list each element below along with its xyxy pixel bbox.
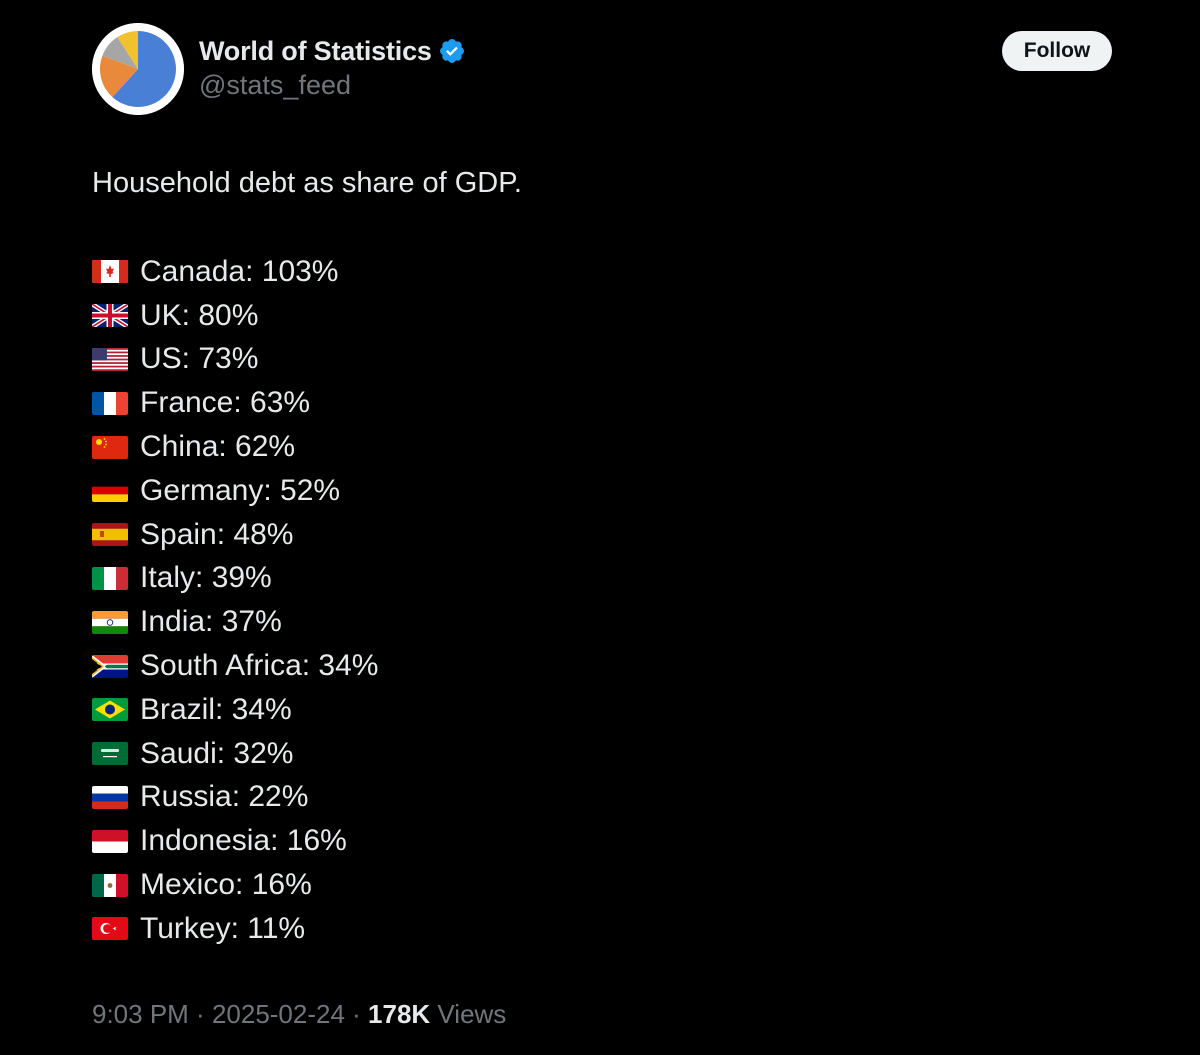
list-item: US: 73%: [92, 338, 378, 382]
meta-separator: ·: [188, 999, 212, 1029]
entry-text: Spain: 48%: [140, 517, 294, 551]
mexico-flag-icon: [92, 873, 128, 897]
list-item: China: 62%: [92, 425, 378, 469]
follow-button[interactable]: Follow: [1002, 31, 1112, 71]
views-count: 178K: [368, 999, 431, 1029]
list-item: Italy: 39%: [92, 557, 378, 601]
list-item: Russia: 22%: [92, 776, 378, 820]
entry-text: Germany: 52%: [140, 473, 341, 507]
entry-text: India: 37%: [140, 605, 282, 639]
author-display-name[interactable]: World of Statistics: [199, 35, 432, 66]
entry-text: UK: 80%: [140, 298, 259, 332]
brazil-flag-icon: [92, 698, 128, 722]
spain-flag-icon: [92, 523, 128, 547]
list-item: Indonesia: 16%: [92, 819, 378, 863]
author-name-row: World of Statistics: [199, 31, 466, 71]
canada-flag-icon: [92, 260, 128, 284]
entry-text: Indonesia: 16%: [140, 824, 347, 858]
china-flag-icon: [92, 435, 128, 459]
pie-chart-logo-icon: [92, 23, 184, 115]
south-africa-flag-icon: [92, 654, 128, 678]
list-item: Canada: 103%: [92, 250, 378, 294]
post-time[interactable]: 9:03 PM: [92, 999, 189, 1029]
entry-text: Saudi: 32%: [140, 736, 294, 770]
turkey-flag-icon: [92, 917, 128, 941]
entry-text: Russia: 22%: [140, 780, 309, 814]
list-item: India: 37%: [92, 600, 378, 644]
post-date[interactable]: 2025-02-24: [211, 999, 345, 1029]
post-meta: 9:03 PM · 2025-02-24 · 178K Views: [92, 999, 506, 1030]
indonesia-flag-icon: [92, 829, 128, 853]
entry-text: Italy: 39%: [140, 561, 272, 595]
entry-text: Canada: 103%: [140, 254, 339, 288]
list-item: France: 63%: [92, 381, 378, 425]
entry-text: France: 63%: [140, 386, 311, 420]
meta-separator: ·: [344, 999, 369, 1029]
entry-text: China: 62%: [140, 430, 296, 464]
italy-flag-icon: [92, 566, 128, 590]
list-item: Saudi: 32%: [92, 732, 378, 776]
entry-text: Mexico: 16%: [140, 868, 312, 902]
list-item: Mexico: 16%: [92, 863, 378, 907]
entry-text: Brazil: 34%: [140, 692, 292, 726]
list-item: South Africa: 34%: [92, 644, 378, 688]
germany-flag-icon: [92, 479, 128, 503]
entry-text: Turkey: 11%: [140, 911, 306, 945]
list-item: UK: 80%: [92, 294, 378, 338]
france-flag-icon: [92, 391, 128, 415]
list-item: Spain: 48%: [92, 513, 378, 557]
list-item: Brazil: 34%: [92, 688, 378, 732]
russia-flag-icon: [92, 785, 128, 809]
list-item: Turkey: 11%: [92, 907, 378, 951]
debt-list: Canada: 103% UK: 80% US: 73% France: 63%…: [92, 250, 378, 951]
views-label: Views: [430, 999, 507, 1029]
verified-badge-icon: [438, 37, 466, 65]
uk-flag-icon: [92, 304, 128, 328]
saudi-flag-icon: [92, 742, 128, 766]
entry-text: US: 73%: [140, 342, 259, 376]
author-handle[interactable]: @stats_feed: [199, 70, 351, 100]
list-item: Germany: 52%: [92, 469, 378, 513]
india-flag-icon: [92, 610, 128, 634]
avatar[interactable]: [92, 23, 184, 115]
entry-text: South Africa: 34%: [140, 649, 379, 683]
us-flag-icon: [92, 347, 128, 371]
post-title: Household debt as share of GDP.: [92, 167, 522, 199]
